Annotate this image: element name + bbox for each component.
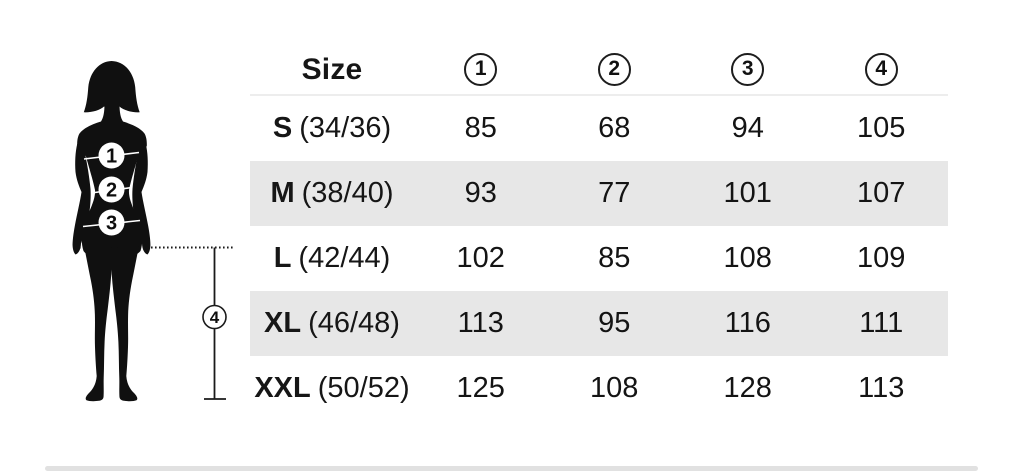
table-row-s: S (34/36) 85 68 94 105 <box>250 96 948 161</box>
bust-marker-number: 1 <box>106 146 117 168</box>
value-cell: 108 <box>723 242 772 274</box>
value-cell: 107 <box>857 177 906 209</box>
left-leg-shape <box>84 246 112 402</box>
size-code: M <box>270 177 295 209</box>
table-row-xxl: XXL (50/52) 125 108 128 113 <box>250 356 948 421</box>
column-header-1: 1 <box>414 53 548 86</box>
column-header-2: 2 <box>548 53 682 86</box>
value-cell: 85 <box>598 242 631 274</box>
hair-shape <box>83 61 140 113</box>
circled-4-icon: 4 <box>864 53 898 86</box>
table-header-row: Size 1 2 3 4 <box>250 45 948 96</box>
value-cell: 109 <box>857 242 906 274</box>
size-cell: S (34/36) <box>250 112 414 145</box>
size-table: Size 1 2 3 4 S (34/36) 85 68 94 105 M (3… <box>250 45 948 421</box>
value-cell: 116 <box>724 307 771 339</box>
table-row-xl: XL (46/48) 113 95 116 111 <box>250 291 948 356</box>
value-cell: 77 <box>598 177 631 209</box>
circled-2-icon: 2 <box>597 53 631 86</box>
length-marker-number: 4 <box>210 308 220 327</box>
length-measure: 4 <box>202 247 227 400</box>
value-cell: 94 <box>731 112 764 144</box>
size-cell: XL (46/48) <box>250 307 414 340</box>
value-cell: 113 <box>858 372 905 404</box>
body-markers: 1 2 3 <box>98 142 125 236</box>
table-row-l: L (42/44) 102 85 108 109 <box>250 226 948 291</box>
size-cell: L (42/44) <box>250 242 414 275</box>
value-cell: 68 <box>598 112 631 144</box>
size-range: (34/36) <box>299 112 392 144</box>
value-cell: 85 <box>464 112 497 144</box>
hip-marker-number: 3 <box>106 213 117 235</box>
size-code: S <box>272 112 293 144</box>
value-cell: 111 <box>859 307 904 339</box>
bottom-shadow-bar <box>45 466 978 471</box>
value-cell: 102 <box>456 242 505 274</box>
size-cell: XXL (50/52) <box>250 372 414 405</box>
value-cell: 93 <box>464 177 497 209</box>
body-measurement-diagram: 1 2 3 4 <box>72 61 233 402</box>
size-range: (46/48) <box>308 307 400 339</box>
size-cell: M (38/40) <box>250 177 414 210</box>
size-code: L <box>273 242 292 274</box>
size-code: XL <box>264 307 302 339</box>
value-cell: 101 <box>723 177 772 209</box>
column-header-4: 4 <box>815 53 949 86</box>
circled-1-icon: 1 <box>464 53 498 86</box>
length-marker-circle <box>202 304 227 330</box>
value-cell: 125 <box>456 372 505 404</box>
hip-marker-circle <box>98 209 125 236</box>
size-range: (50/52) <box>317 372 410 404</box>
value-cell: 108 <box>590 372 639 404</box>
waist-marker-number: 2 <box>106 180 117 202</box>
value-cell: 105 <box>857 112 906 144</box>
value-cell: 128 <box>723 372 772 404</box>
waist-marker-circle <box>98 176 125 203</box>
table-row-m: M (38/40) 93 77 101 107 <box>250 161 948 226</box>
size-code: XXL <box>254 372 311 404</box>
bust-marker-circle <box>98 142 125 169</box>
column-header-3: 3 <box>681 53 815 86</box>
size-range: (42/44) <box>298 242 391 274</box>
size-range: (38/40) <box>301 177 394 209</box>
circled-3-icon: 3 <box>731 53 765 86</box>
size-column-header: Size <box>301 52 363 86</box>
value-cell: 95 <box>598 307 631 339</box>
right-leg-shape <box>111 246 139 402</box>
value-cell: 113 <box>457 307 504 339</box>
